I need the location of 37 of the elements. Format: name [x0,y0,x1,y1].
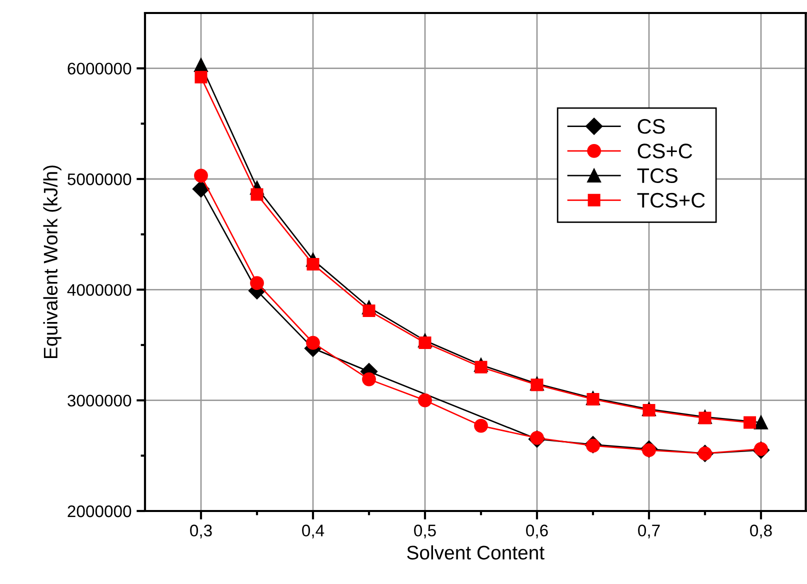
legend-label: TCS [637,168,678,184]
point [306,258,320,270]
point [418,393,432,408]
point [194,168,208,183]
point [306,336,320,350]
x-tick-label: 0,4 [302,524,324,538]
x-tick-label: 0,8 [750,524,772,538]
point [530,378,544,392]
x-tick-label: 0,5 [414,524,436,538]
point [362,372,376,386]
legend-label: TCS+C [637,192,705,208]
y-tick-label: 2000000 [68,505,132,518]
point [418,336,432,350]
point [194,58,208,72]
point [698,412,712,424]
y-tick-label: 3000000 [68,394,132,407]
y-tick-label: 5000000 [68,173,132,186]
x-tick-label: 0,7 [638,524,660,538]
point [250,188,264,201]
point [362,304,376,317]
y-axis-title: Equivalent Work (kJ/h) [43,166,62,358]
x-axis-title: Solvent Content [407,545,544,560]
point [250,276,264,290]
point [194,70,208,84]
legend-label: CS [638,119,665,134]
point [744,416,756,429]
y-tick-label: 6000000 [68,62,132,75]
point [586,392,600,406]
point [474,360,488,374]
point [642,404,656,417]
legend-label: CS+C [638,144,692,158]
x-tick-label: 0,6 [526,524,548,538]
y-tick-label: 4000000 [67,284,132,296]
point [754,416,768,430]
point [474,418,488,433]
point [192,180,210,198]
x-tick-label: 0,3 [190,524,212,538]
